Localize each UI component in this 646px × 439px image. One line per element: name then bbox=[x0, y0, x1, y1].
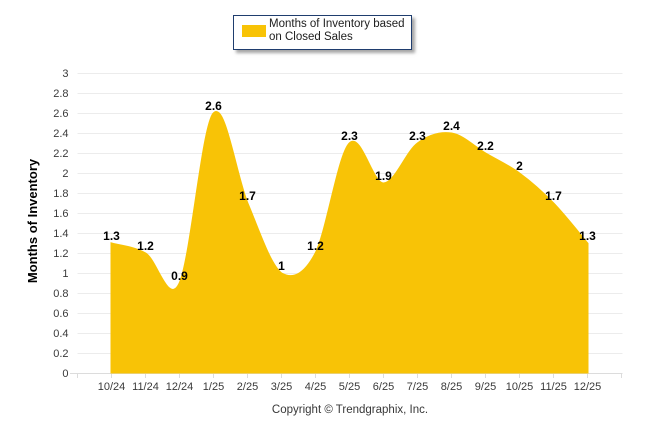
svg-text:12/25: 12/25 bbox=[574, 381, 602, 393]
svg-text:12/24: 12/24 bbox=[166, 381, 194, 393]
svg-text:0.2: 0.2 bbox=[53, 348, 68, 360]
svg-text:3/25: 3/25 bbox=[271, 381, 292, 393]
svg-text:1: 1 bbox=[62, 268, 68, 280]
svg-text:4/25: 4/25 bbox=[305, 381, 326, 393]
svg-text:1.2: 1.2 bbox=[307, 239, 324, 253]
svg-text:1/25: 1/25 bbox=[203, 381, 224, 393]
svg-text:1: 1 bbox=[278, 259, 285, 273]
svg-text:Months of Inventory: Months of Inventory bbox=[25, 158, 40, 283]
svg-text:2.6: 2.6 bbox=[53, 108, 68, 120]
svg-text:2.3: 2.3 bbox=[341, 129, 358, 143]
svg-text:11/25: 11/25 bbox=[540, 381, 567, 393]
svg-text:1.3: 1.3 bbox=[579, 229, 596, 243]
svg-text:1.7: 1.7 bbox=[545, 189, 562, 203]
svg-text:5/25: 5/25 bbox=[339, 381, 360, 393]
svg-text:3: 3 bbox=[62, 68, 68, 80]
svg-text:1.7: 1.7 bbox=[239, 189, 256, 203]
svg-text:1.8: 1.8 bbox=[53, 188, 68, 200]
svg-text:2.4: 2.4 bbox=[53, 128, 68, 140]
svg-text:10/24: 10/24 bbox=[98, 381, 126, 393]
svg-text:9/25: 9/25 bbox=[475, 381, 496, 393]
svg-text:0.6: 0.6 bbox=[53, 308, 68, 320]
svg-text:1.4: 1.4 bbox=[53, 228, 68, 240]
svg-text:2: 2 bbox=[516, 159, 523, 173]
svg-text:6/25: 6/25 bbox=[373, 381, 394, 393]
svg-text:2: 2 bbox=[62, 168, 68, 180]
svg-text:2.6: 2.6 bbox=[205, 99, 222, 113]
svg-text:2.8: 2.8 bbox=[53, 88, 68, 100]
svg-text:2.2: 2.2 bbox=[53, 148, 68, 160]
svg-text:7/25: 7/25 bbox=[407, 381, 428, 393]
svg-text:0: 0 bbox=[62, 368, 68, 380]
svg-text:2.2: 2.2 bbox=[477, 139, 494, 153]
svg-text:2.3: 2.3 bbox=[409, 129, 426, 143]
svg-text:0.4: 0.4 bbox=[53, 328, 68, 340]
svg-text:11/24: 11/24 bbox=[132, 381, 159, 393]
svg-text:0.9: 0.9 bbox=[171, 269, 188, 283]
svg-text:8/25: 8/25 bbox=[441, 381, 462, 393]
svg-text:Copyright © Trendgraphix, Inc.: Copyright © Trendgraphix, Inc. bbox=[272, 404, 428, 416]
svg-text:1.9: 1.9 bbox=[375, 169, 392, 183]
svg-text:1.6: 1.6 bbox=[53, 208, 68, 220]
svg-text:10/25: 10/25 bbox=[506, 381, 534, 393]
svg-text:0.8: 0.8 bbox=[53, 288, 68, 300]
svg-text:2/25: 2/25 bbox=[237, 381, 258, 393]
svg-text:1.2: 1.2 bbox=[137, 239, 154, 253]
svg-text:2.4: 2.4 bbox=[443, 119, 460, 133]
svg-text:1.2: 1.2 bbox=[53, 248, 68, 260]
svg-text:1.3: 1.3 bbox=[103, 229, 120, 243]
